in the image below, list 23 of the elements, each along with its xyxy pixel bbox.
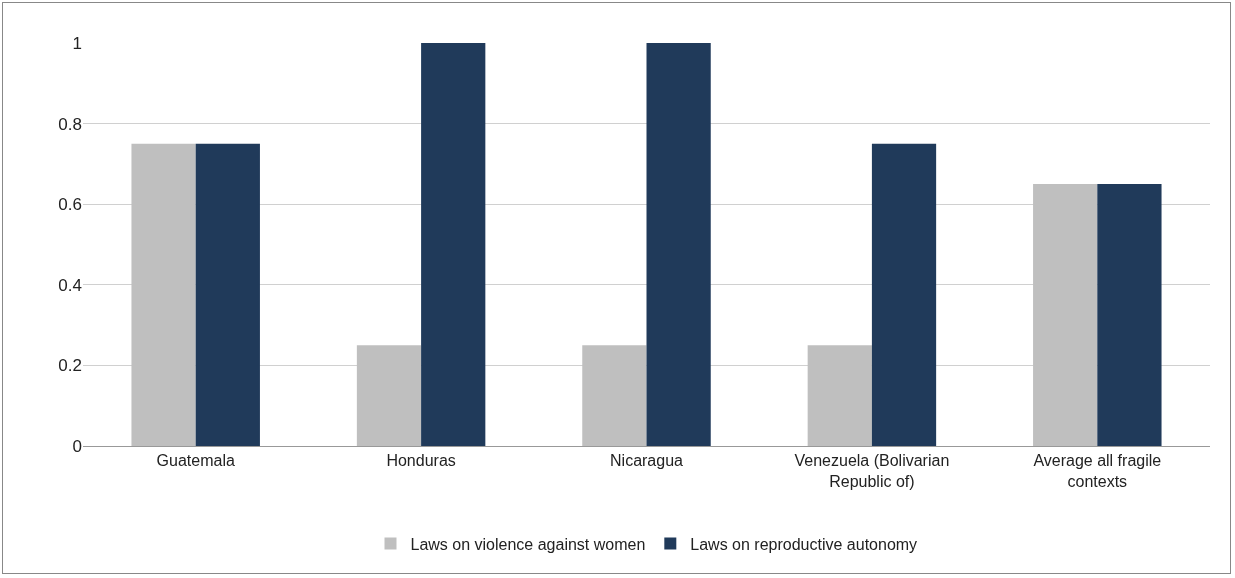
legend-label: Laws on reproductive autonomy [690,535,918,553]
bar [807,345,872,446]
y-tick-label: 0 [72,436,82,456]
bar [195,143,260,446]
x-tick-label: Honduras [386,452,456,470]
bar [646,43,711,446]
x-tick-label: Nicaragua [610,452,684,470]
x-tick-label: Guatemala [156,452,235,470]
bar [1033,184,1098,446]
bar [356,345,422,446]
y-tick-label: 0.8 [58,114,82,134]
x-tick-label: Average all fragile contexts [1033,452,1162,490]
bar [582,345,647,446]
bar [1097,184,1162,446]
y-tick-label: 0.6 [58,195,82,215]
bar [131,143,196,446]
x-tick-label: Venezuela (Bolivarian Republic of) [794,452,950,490]
y-tick-label: 0.2 [58,356,82,376]
bar [421,43,486,446]
bar [871,143,937,446]
legend-label: Laws on violence against women [410,535,646,553]
y-tick-label: 0.4 [58,275,82,295]
y-tick-label: 1 [72,33,82,53]
